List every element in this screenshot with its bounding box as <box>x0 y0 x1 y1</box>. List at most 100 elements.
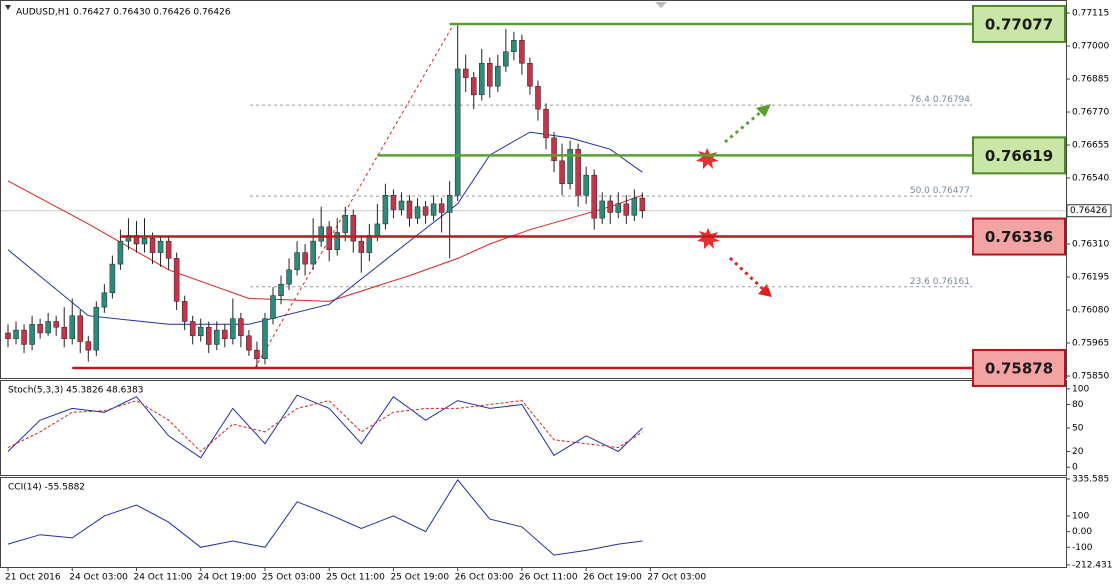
candle-body <box>270 295 276 319</box>
candle-body <box>157 240 164 253</box>
candle-body <box>358 240 365 253</box>
candle-body <box>101 292 108 308</box>
x-tick-label: 24 Oct 19:00 <box>198 573 257 583</box>
fib-label: 76.4 0.76794 <box>910 95 970 105</box>
candle-body <box>278 283 284 296</box>
x-tick-label: 26 Oct 19:00 <box>583 573 642 583</box>
level-box <box>972 4 1066 43</box>
candle-body <box>567 149 573 185</box>
candle-body <box>189 321 196 337</box>
candle-body <box>238 318 244 337</box>
stoch-header: Stoch(5,3,3) 45.3826 48.6383 <box>8 386 143 396</box>
candle-body <box>53 321 59 328</box>
candle-body <box>519 40 525 64</box>
candle-body <box>13 329 19 339</box>
candle-body <box>374 223 381 236</box>
candle-body <box>479 63 485 96</box>
candle-body <box>117 240 124 265</box>
y-tick-label: 0.76770 <box>1072 108 1109 118</box>
candle-body <box>254 349 260 360</box>
candle-body <box>173 258 180 302</box>
level-label: 0.75878 <box>985 359 1053 377</box>
down-arrow-head <box>758 284 772 297</box>
candle-body <box>85 341 92 351</box>
candle-body <box>430 203 437 216</box>
y-tick-label: -212.4317 <box>1072 560 1112 570</box>
y-tick-label: 0.76655 <box>1072 141 1109 151</box>
candle-body <box>29 324 35 345</box>
candle-body <box>230 318 236 339</box>
candle-body <box>535 85 541 110</box>
down-arrow <box>728 256 765 291</box>
cci-panel <box>0 477 1067 568</box>
fib-value: 0.76794 <box>933 95 970 105</box>
scroll-marker <box>655 2 667 8</box>
y-tick-label: 100 <box>1072 511 1089 521</box>
candle-body <box>551 137 557 162</box>
indicator-line <box>7 131 643 325</box>
candle-body <box>462 68 469 78</box>
fib-level: 23.6 <box>910 276 930 286</box>
candle-body <box>286 269 292 285</box>
candle-body <box>246 335 252 351</box>
y-tick-label: 0.76195 <box>1072 273 1109 283</box>
fib-level: 50.0 <box>910 186 930 196</box>
candle-body <box>414 206 421 219</box>
break-icon <box>696 148 719 169</box>
candle-body <box>543 108 549 139</box>
candle-body <box>366 235 373 253</box>
level-label: 0.76619 <box>985 147 1053 165</box>
candle-body <box>45 321 51 334</box>
candle-body <box>206 326 212 345</box>
candle-body <box>438 203 445 213</box>
candle-body <box>93 306 100 351</box>
indicator-line <box>7 479 643 556</box>
candle-body <box>615 203 622 213</box>
cci-header: CCI(14) -55.5882 <box>8 483 85 493</box>
fib-label: 50.0 0.76477 <box>910 186 970 196</box>
candle-body <box>326 226 332 251</box>
candle-body <box>631 197 638 216</box>
candle-body <box>599 200 605 219</box>
candle-body <box>559 160 565 185</box>
x-tick-label: 21 Oct 2016 <box>5 573 61 583</box>
candle-body <box>310 240 316 265</box>
y-tick-label: 100 <box>1072 384 1089 394</box>
x-tick-label: 27 Oct 03:00 <box>647 573 706 583</box>
candle-body <box>149 238 156 253</box>
break-icon <box>697 228 720 249</box>
candle-body <box>527 63 533 87</box>
candle-body <box>181 301 188 322</box>
candle-body <box>294 252 300 271</box>
candle-body <box>470 77 477 96</box>
y-tick-label: 0.00 <box>1072 527 1092 537</box>
x-tick-label: 25 Oct 19:00 <box>390 573 449 583</box>
x-tick-label: 25 Oct 11:00 <box>326 573 385 583</box>
candle-body <box>406 200 413 219</box>
candle-body <box>639 197 646 211</box>
candle-body <box>262 318 268 360</box>
fib-level: 76.4 <box>910 95 930 105</box>
menu-arrow <box>5 5 11 10</box>
candle-body <box>109 263 116 294</box>
up-arrow <box>724 109 763 144</box>
candle-body <box>21 329 27 345</box>
y-tick-label: 50 <box>1072 424 1084 434</box>
candle-body <box>454 68 461 196</box>
level-box <box>972 348 1066 387</box>
candle-body <box>495 65 501 87</box>
candle-body <box>37 324 43 334</box>
y-tick-label: -100 <box>1072 543 1093 553</box>
candle-body <box>141 238 148 245</box>
candle-body <box>422 206 429 216</box>
candle-body <box>398 200 405 210</box>
y-tick-label: 0.76540 <box>1072 174 1109 184</box>
x-tick-label: 26 Oct 03:00 <box>455 573 514 583</box>
indicator-line <box>7 180 643 302</box>
candle-body <box>350 215 357 242</box>
main-panel <box>0 0 1067 379</box>
candle-body <box>503 51 509 67</box>
candle-body <box>487 63 493 87</box>
y-tick-label: 20 <box>1072 447 1084 457</box>
